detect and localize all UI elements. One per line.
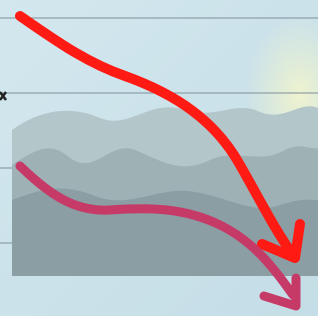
page: (() => { const data = JSON.parse(documen… <box>0 0 318 316</box>
icon <box>0 0 318 316</box>
